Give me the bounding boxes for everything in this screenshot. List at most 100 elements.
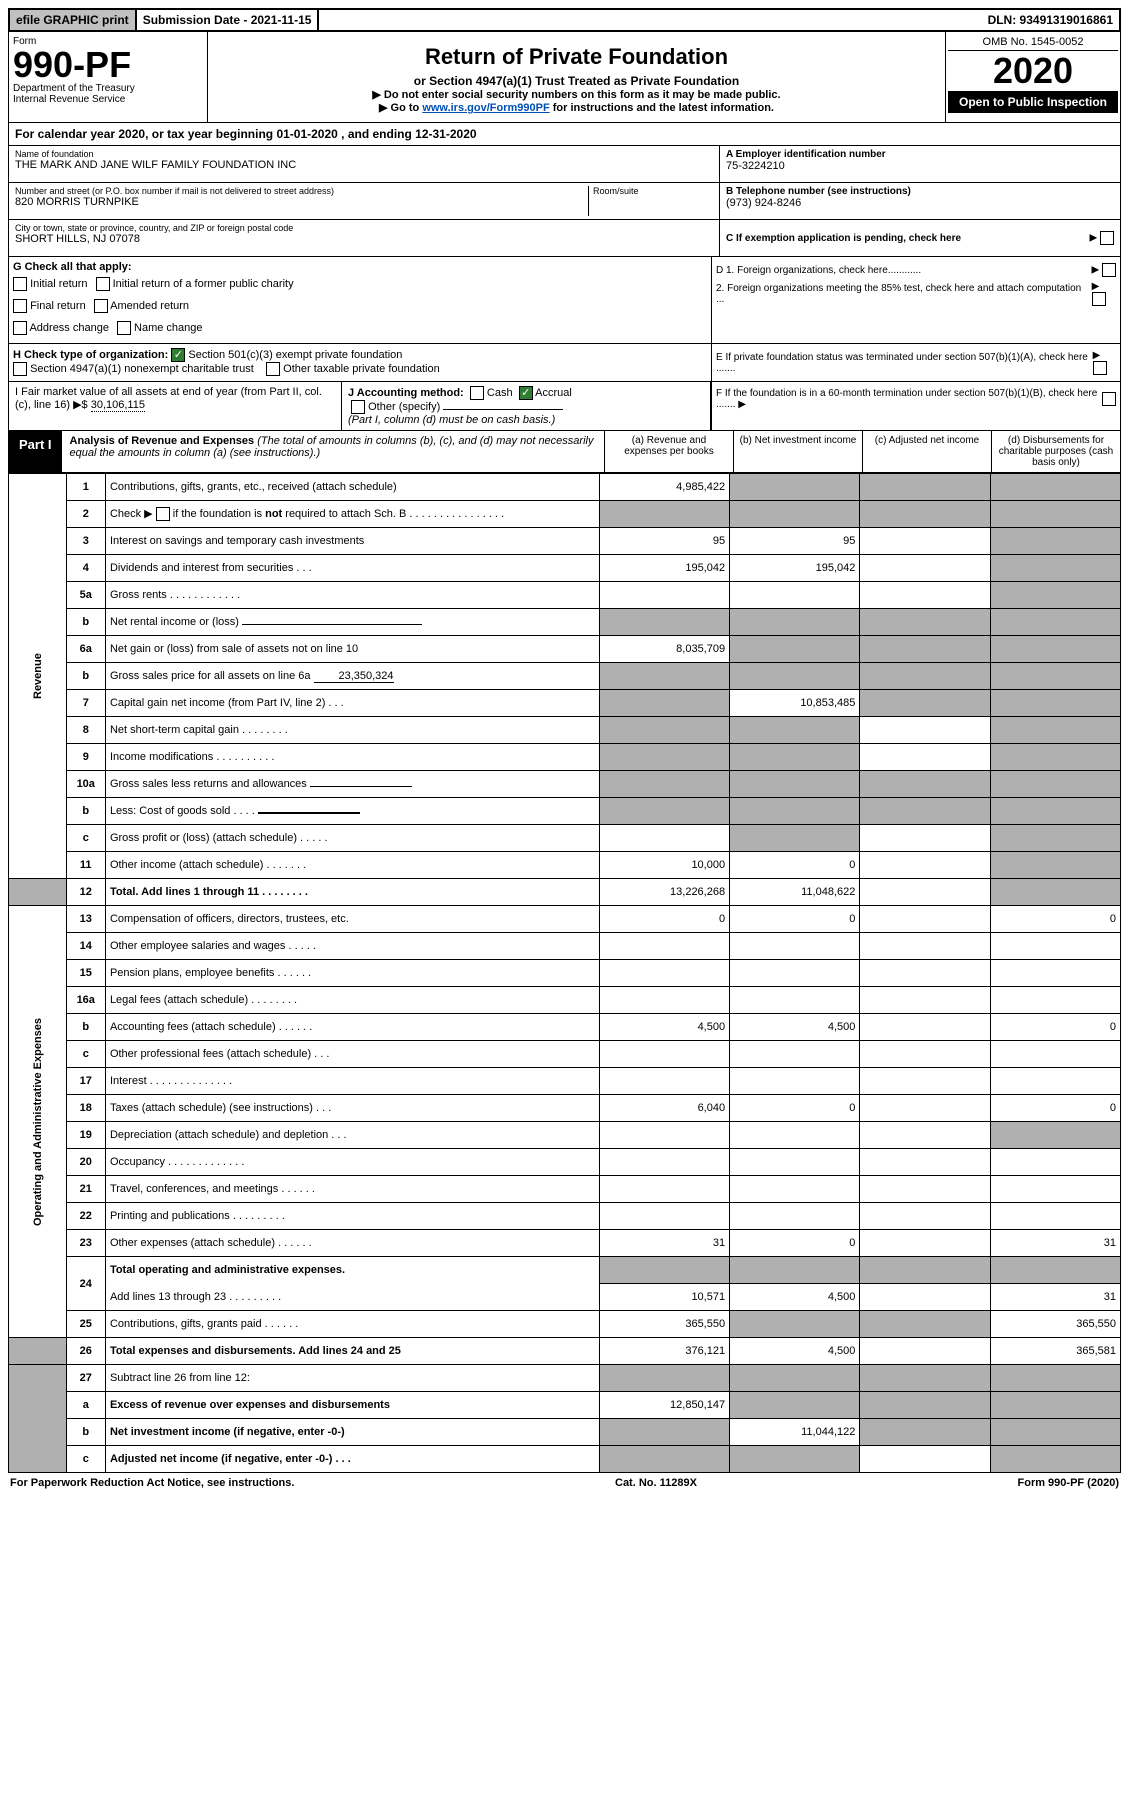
- form-number: 990-PF: [13, 47, 203, 83]
- h3-label: Other taxable private foundation: [283, 363, 440, 375]
- g-opt-1: Initial return of a former public charit…: [113, 278, 294, 290]
- l22-n: 22: [66, 1203, 105, 1230]
- l26-dd: 365,581: [990, 1338, 1120, 1365]
- l14-n: 14: [66, 933, 105, 960]
- l12-a: 13,226,268: [599, 879, 729, 906]
- g-opt-0: Initial return: [30, 278, 87, 290]
- l11-b: 0: [730, 852, 860, 879]
- l27-d: Subtract line 26 from line 12:: [105, 1365, 599, 1392]
- form-link[interactable]: www.irs.gov/Form990PF: [422, 102, 549, 114]
- phone: (973) 924-8246: [726, 197, 1114, 209]
- g-amended[interactable]: [94, 299, 108, 313]
- g-final[interactable]: [13, 299, 27, 313]
- l7-b: 10,853,485: [730, 690, 860, 717]
- j-accrual-checkbox[interactable]: ✓: [519, 386, 533, 400]
- inst2-suffix: for instructions and the latest informat…: [553, 102, 774, 114]
- l24s-a: 10,571: [599, 1284, 729, 1311]
- l18-b: 0: [730, 1095, 860, 1122]
- h2-checkbox[interactable]: [13, 362, 27, 376]
- footer-right: Form 990-PF (2020): [1018, 1477, 1119, 1489]
- d1-label: D 1. Foreign organizations, check here..…: [716, 265, 921, 276]
- l25-d: Contributions, gifts, grants paid . . . …: [105, 1311, 599, 1338]
- l15-d: Pension plans, employee benefits . . . .…: [105, 960, 599, 987]
- l27a-n: a: [66, 1392, 105, 1419]
- l4-n: 4: [66, 555, 105, 582]
- ein-label: A Employer identification number: [726, 149, 1114, 160]
- l25-dd: 365,550: [990, 1311, 1120, 1338]
- ein: 75-3224210: [726, 160, 1114, 172]
- l23-d: Other expenses (attach schedule) . . . .…: [105, 1230, 599, 1257]
- l16b-n: b: [66, 1014, 105, 1041]
- j-cash: Cash: [487, 387, 513, 399]
- d2-checkbox[interactable]: [1092, 292, 1106, 306]
- l10c-d: Gross profit or (loss) (attach schedule)…: [105, 825, 599, 852]
- l4-d: Dividends and interest from securities .…: [105, 555, 599, 582]
- f-checkbox[interactable]: [1102, 392, 1116, 406]
- e-checkbox[interactable]: [1093, 361, 1107, 375]
- col-d-header: (d) Disbursements for charitable purpose…: [991, 431, 1120, 472]
- d1-checkbox[interactable]: [1102, 263, 1116, 277]
- l19-d: Depreciation (attach schedule) and deple…: [105, 1122, 599, 1149]
- h1-checkbox[interactable]: ✓: [171, 348, 185, 362]
- l13-b: 0: [730, 906, 860, 933]
- check-section-2: H Check type of organization: ✓ Section …: [8, 344, 1121, 382]
- l24s-d: Add lines 13 through 23 . . . . . . . . …: [105, 1284, 599, 1311]
- g-initial[interactable]: [13, 277, 27, 291]
- submission-date: Submission Date - 2021-11-15: [137, 10, 320, 30]
- l18-n: 18: [66, 1095, 105, 1122]
- l3-a: 95: [599, 528, 729, 555]
- g-initial-former[interactable]: [96, 277, 110, 291]
- j-other: Other (specify): [368, 401, 440, 413]
- l14-d: Other employee salaries and wages . . . …: [105, 933, 599, 960]
- l7-n: 7: [66, 690, 105, 717]
- form-title: Return of Private Foundation: [216, 44, 937, 70]
- l21-d: Travel, conferences, and meetings . . . …: [105, 1176, 599, 1203]
- g-name[interactable]: [117, 321, 131, 335]
- l9-n: 9: [66, 744, 105, 771]
- l23-n: 23: [66, 1230, 105, 1257]
- l2-checkbox[interactable]: [156, 507, 170, 521]
- col-c-header: (c) Adjusted net income: [862, 431, 991, 472]
- l24-n: 24: [66, 1257, 105, 1311]
- l6b-text: Gross sales price for all assets on line…: [110, 670, 311, 682]
- l10a-text: Gross sales less returns and allowances: [110, 778, 307, 790]
- l11-a: 10,000: [599, 852, 729, 879]
- addr-label: Number and street (or P.O. box number if…: [15, 186, 588, 196]
- l13-d: Compensation of officers, directors, tru…: [105, 906, 599, 933]
- l10c-n: c: [66, 825, 105, 852]
- efile-button[interactable]: efile GRAPHIC print: [10, 10, 137, 30]
- l24s-dd: 31: [990, 1284, 1120, 1311]
- l16a-d: Legal fees (attach schedule) . . . . . .…: [105, 987, 599, 1014]
- l5b-d: Net rental income or (loss): [105, 609, 599, 636]
- e-label: E If private foundation status was termi…: [716, 352, 1093, 374]
- f-label: F If the foundation is in a 60-month ter…: [716, 388, 1102, 410]
- main-table: Revenue 1 Contributions, gifts, grants, …: [8, 473, 1121, 1473]
- check-section-1: G Check all that apply: Initial return I…: [8, 257, 1121, 344]
- j-other-checkbox[interactable]: [351, 400, 365, 414]
- l2-d: Check ▶ if the foundation is not require…: [105, 501, 599, 528]
- omb-number: OMB No. 1545-0052: [948, 34, 1118, 51]
- l26-n: 26: [66, 1338, 105, 1365]
- l18-dd: 0: [990, 1095, 1120, 1122]
- h1-label: Section 501(c)(3) exempt private foundat…: [188, 349, 402, 361]
- l18-a: 6,040: [599, 1095, 729, 1122]
- l16b-b: 4,500: [730, 1014, 860, 1041]
- l11-n: 11: [66, 852, 105, 879]
- l5b-n: b: [66, 609, 105, 636]
- j-cash-checkbox[interactable]: [470, 386, 484, 400]
- l26-a: 376,121: [599, 1338, 729, 1365]
- l24-d: Total operating and administrative expen…: [105, 1257, 599, 1284]
- l10b-text: Less: Cost of goods sold . . . .: [110, 805, 255, 817]
- j-label: J Accounting method:: [348, 387, 464, 399]
- g-address[interactable]: [13, 321, 27, 335]
- l1-a: 4,985,422: [599, 474, 729, 501]
- l6b-d: Gross sales price for all assets on line…: [105, 663, 599, 690]
- g-opt-5: Name change: [134, 322, 203, 334]
- inst2-prefix: ▶ Go to: [379, 102, 422, 114]
- h3-checkbox[interactable]: [266, 362, 280, 376]
- top-bar: efile GRAPHIC print Submission Date - 20…: [8, 8, 1121, 32]
- c-label: C If exemption application is pending, c…: [726, 233, 961, 244]
- c-checkbox[interactable]: [1100, 231, 1114, 245]
- l6a-a: 8,035,709: [599, 636, 729, 663]
- instruction-1: ▶ Do not enter social security numbers o…: [216, 88, 937, 101]
